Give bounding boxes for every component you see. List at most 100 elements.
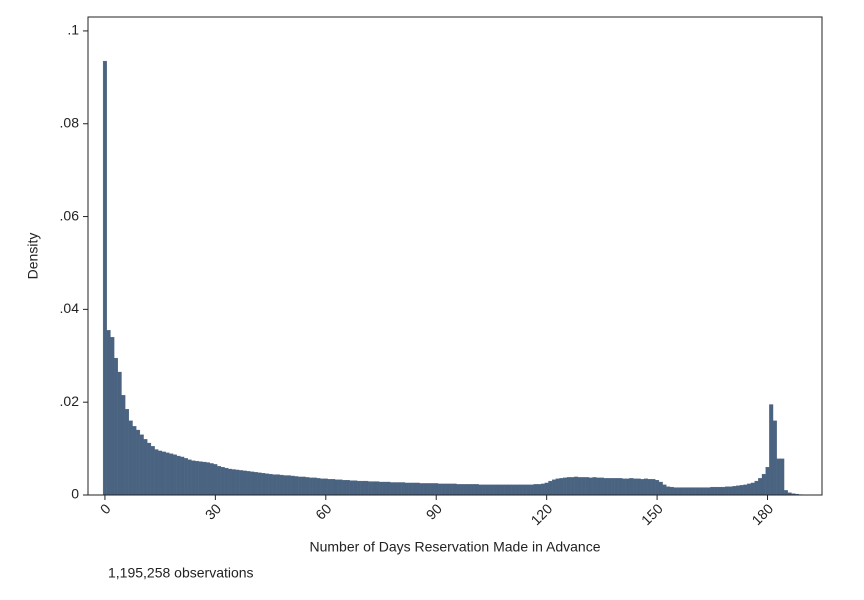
bar [691,487,696,496]
bar [397,482,402,496]
y-tick-label: .04 [60,300,80,316]
bar [125,408,130,496]
bar [544,482,549,496]
bar [529,484,534,496]
bar [117,371,122,496]
bar [356,480,361,496]
bar [176,455,181,496]
bar [688,487,693,496]
bar [242,470,247,496]
bar [338,479,343,496]
bar [739,485,744,496]
bar [537,484,542,496]
bar [301,476,306,496]
bar [202,461,207,496]
bar [220,467,225,496]
bar [636,478,641,496]
bar [217,466,222,496]
bar [540,483,545,496]
bar [669,486,674,496]
y-tick-label: .1 [67,22,79,38]
bar [717,486,722,496]
x-axis-label: Number of Days Reservation Made in Advan… [309,539,600,555]
bar [772,420,777,496]
bar [548,480,553,496]
bar [187,459,192,496]
bar [566,477,571,496]
bar [379,481,384,496]
bar [345,479,350,496]
bar [489,484,494,496]
bar [191,460,196,496]
bar [327,479,332,496]
bar [106,330,111,496]
bar [169,453,174,496]
bar [283,475,288,496]
bar [404,482,409,496]
bar [367,481,372,496]
note: 1,195,258 observations [108,565,254,581]
bar [599,477,604,496]
bar [574,476,579,496]
bar [747,483,752,496]
bar [647,479,652,496]
bar [662,484,667,496]
bar [213,464,218,496]
bar [570,477,575,496]
bar [143,439,148,496]
bar [596,477,601,496]
bar [666,486,671,496]
bar [728,486,733,496]
bar [194,460,199,496]
bar [533,484,538,496]
bar [585,477,590,496]
bar [780,458,785,496]
bar [507,484,512,496]
bar [401,482,406,496]
bar [375,481,380,496]
bar [467,484,472,496]
bar [147,442,152,496]
bar [298,476,303,496]
bar [209,463,214,496]
bar [655,479,660,496]
bar [563,477,568,496]
bar [699,487,704,496]
bar [500,484,505,496]
bar [721,486,726,496]
bar [526,484,531,496]
bar [235,469,240,496]
bar [172,454,177,496]
bar [713,486,718,496]
bar [113,357,118,496]
y-tick-label: .02 [60,393,80,409]
bar [206,462,210,496]
bar [393,482,398,496]
bar [150,446,155,496]
bar [364,480,369,496]
bar [765,467,770,496]
bar [334,479,339,496]
bar [353,480,358,496]
bar [110,337,115,496]
bar [132,426,137,496]
bar [610,478,615,496]
bar [342,479,347,496]
bar [706,487,711,496]
bar [736,485,741,496]
bar [588,477,593,496]
bar [710,486,715,496]
bar [382,481,387,496]
bar [555,478,560,496]
bar [592,477,597,496]
bar [743,484,748,496]
bar [758,478,763,496]
bar [161,451,166,496]
bar [761,473,766,496]
bar [228,468,233,496]
bar [725,486,730,496]
bar [522,484,527,496]
bar [386,481,391,496]
